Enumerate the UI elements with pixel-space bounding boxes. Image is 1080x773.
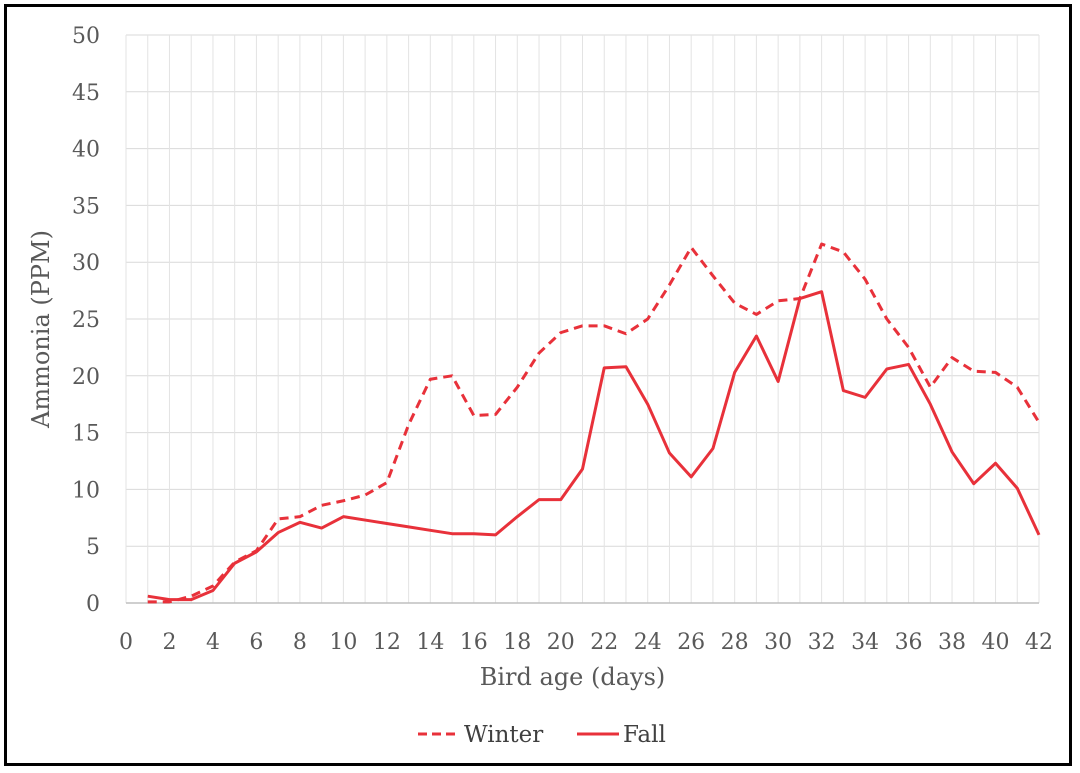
x-tick-label: 16: [460, 630, 488, 655]
x-tick-label: 24: [634, 630, 662, 655]
x-tick-label: 12: [373, 630, 401, 655]
x-tick-label: 6: [249, 630, 263, 655]
x-tick-label: 30: [764, 630, 792, 655]
y-tick-label: 50: [72, 24, 100, 49]
vertical-gridlines: [125, 35, 1040, 603]
x-tick-label: 10: [329, 630, 357, 655]
x-tick-label: 22: [590, 630, 618, 655]
legend: Winter Fall: [418, 722, 666, 748]
chart-frame: 0 5 10 15 20 25 30 35 40 45 50 0 2 4 6 8 10 12 14 16 18 20 22…: [4, 4, 1072, 766]
y-tick-label: 25: [72, 308, 100, 333]
legend-label-winter: Winter: [464, 722, 543, 748]
legend-label-fall: Fall: [623, 722, 666, 748]
x-tick-label: 4: [206, 630, 220, 655]
x-axis-title: Bird age (days): [480, 663, 666, 691]
series-line-winter: [147, 242, 1041, 604]
x-tick-label: 38: [938, 630, 966, 655]
y-tick-label: 0: [86, 592, 100, 617]
x-tick-label: 28: [721, 630, 749, 655]
x-tick-label: 18: [503, 630, 531, 655]
x-tick-label: 2: [162, 630, 176, 655]
y-tick-label: 35: [72, 194, 100, 219]
y-tick-label: 40: [72, 138, 100, 163]
y-axis-tick-labels: 0 5 10 15 20 25 30 35 40 45 50: [72, 24, 100, 617]
x-tick-label: 20: [547, 630, 575, 655]
x-tick-label: 40: [982, 630, 1010, 655]
x-tick-label: 36: [895, 630, 923, 655]
x-tick-label: 42: [1025, 630, 1053, 655]
y-tick-label: 30: [72, 251, 100, 276]
x-tick-label: 26: [677, 630, 705, 655]
y-axis-title: Ammonia (PPM): [27, 230, 55, 429]
x-tick-label: 34: [851, 630, 879, 655]
x-tick-label: 8: [293, 630, 307, 655]
series-line-fall: [147, 290, 1041, 602]
x-tick-label: 32: [808, 630, 836, 655]
series-lines: [147, 242, 1041, 604]
y-tick-label: 10: [72, 478, 100, 503]
y-tick-label: 5: [86, 535, 100, 560]
y-tick-label: 20: [72, 365, 100, 390]
x-tick-label: 14: [416, 630, 444, 655]
x-axis-tick-labels: 0 2 4 6 8 10 12 14 16 18 20 22 24 26 28 30 32 34 36 38 40 42: [119, 630, 1053, 655]
x-tick-label: 0: [119, 630, 133, 655]
y-tick-label: 15: [72, 422, 100, 447]
y-tick-label: 45: [72, 81, 100, 106]
